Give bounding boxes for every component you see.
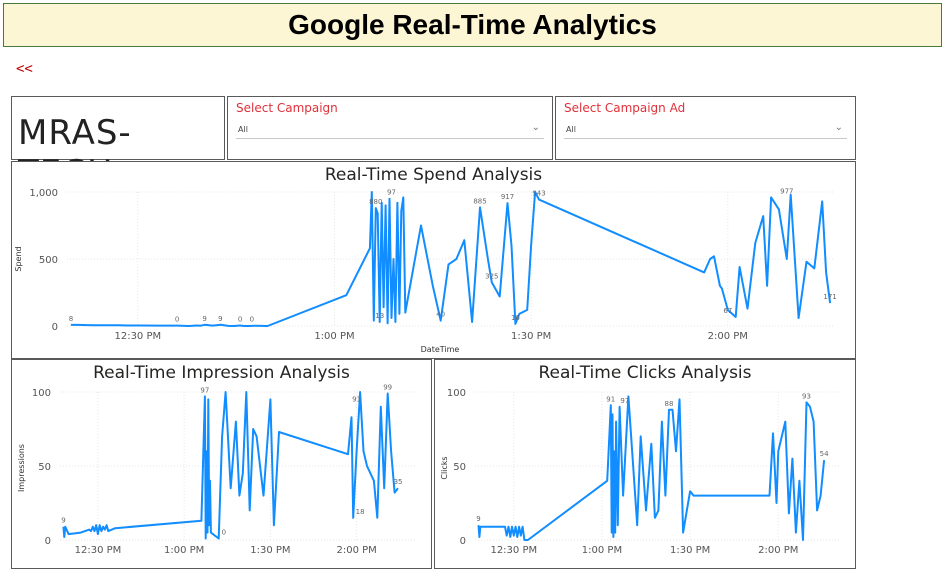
- data-label: 91: [352, 395, 361, 403]
- data-label: 9: [202, 315, 206, 323]
- data-label: 880: [369, 198, 382, 206]
- y-tick-label: 50: [453, 462, 466, 473]
- data-label: 40: [436, 311, 445, 319]
- campaign-ad-dropdown-value: All: [566, 125, 576, 134]
- chart-title: Real-Time Impression Analysis: [93, 363, 350, 383]
- data-label: 18: [356, 508, 365, 516]
- y-tick-label: 0: [45, 536, 51, 547]
- data-label: 67: [723, 307, 732, 315]
- data-label: 0: [175, 316, 179, 324]
- spend-chart-tile: Real-Time Spend Analysis 0 500 1,000 12:30 …: [11, 161, 856, 359]
- x-tick-label: 1:00 PM: [164, 545, 204, 556]
- x-tick-label: 1:30 PM: [511, 331, 551, 342]
- impressions-line-chart: 0 50 100 12:30 PM 1:00 PM 1:30 PM 2:00 PM Impre…: [17, 383, 417, 556]
- data-label: 9: [61, 517, 65, 525]
- data-label: 885: [473, 197, 486, 205]
- data-label: 99: [383, 383, 392, 391]
- data-label: 97: [200, 386, 209, 394]
- y-axis-title: Impressions: [17, 444, 26, 492]
- campaign-ad-dropdown[interactable]: All ⌄: [564, 121, 847, 139]
- x-tick-label: 12:30 PM: [75, 545, 122, 556]
- x-tick-label: 1:30 PM: [250, 545, 290, 556]
- data-label: 97: [387, 189, 396, 197]
- series-line: [70, 191, 832, 327]
- x-tick-label: 12:30 PM: [114, 331, 161, 342]
- chart-title: Real-Time Clicks Analysis: [538, 363, 752, 383]
- brand-tile: MRAS-TECH: [11, 96, 225, 193]
- x-tick-label: 1:00 PM: [314, 331, 354, 342]
- data-label: 171: [823, 293, 836, 301]
- y-tick-label: 100: [32, 388, 51, 399]
- y-tick-label: 50: [38, 462, 51, 473]
- data-label: 35: [394, 478, 403, 486]
- campaign-ad-slicer: Select Campaign Ad All ⌄: [555, 96, 856, 160]
- data-label: 16: [511, 314, 520, 322]
- impression-chart-tile: Real-Time Impression Analysis 0 50 100 12:3…: [11, 359, 432, 569]
- spend-line-chart: 0 500 1,000 12:30 PM 1:00 PM 1:30 PM 2:00 PM Sp…: [14, 187, 837, 354]
- data-label: 917: [501, 193, 514, 201]
- x-tick-label: 2:00 PM: [336, 545, 376, 556]
- report-canvas: MRAS-TECH Select Campaign All ⌄ Select C…: [11, 96, 856, 569]
- y-axis-title: Spend: [14, 246, 23, 271]
- data-label: 91: [606, 395, 615, 403]
- x-tick-label: 1:30 PM: [670, 545, 710, 556]
- y-axis-title: Clicks: [440, 456, 449, 479]
- x-tick-label: 2:00 PM: [758, 545, 798, 556]
- data-label: 8: [69, 315, 73, 323]
- data-label: 943: [532, 190, 545, 198]
- data-label: 54: [820, 450, 829, 458]
- x-tick-label: 1:00 PM: [582, 545, 622, 556]
- page-title: Google Real-Time Analytics: [3, 3, 942, 47]
- campaign-dropdown-value: All: [238, 125, 248, 134]
- clicks-chart-tile: Real-Time Clicks Analysis 0 50 100 12:30 PM…: [434, 359, 856, 569]
- chart-title: Real-Time Spend Analysis: [324, 165, 543, 185]
- chevron-down-icon: ⌄: [834, 122, 843, 133]
- data-label: 0: [238, 315, 242, 323]
- x-tick-label: 12:30 PM: [490, 545, 537, 556]
- series-line: [477, 395, 826, 541]
- data-label: 9: [476, 515, 480, 523]
- campaign-ad-slicer-label: Select Campaign Ad: [564, 101, 686, 115]
- data-label: 9: [218, 315, 222, 323]
- y-tick-label: 500: [39, 255, 58, 266]
- data-label: 13: [375, 312, 384, 320]
- data-label: 88: [665, 400, 674, 408]
- clicks-line-chart: 0 50 100 12:30 PM 1:00 PM 1:30 PM 2:00 PM Click…: [440, 388, 840, 556]
- data-label: 0: [222, 529, 226, 537]
- back-link[interactable]: <<: [16, 61, 33, 77]
- series-line: [62, 391, 399, 540]
- y-tick-label: 100: [447, 388, 466, 399]
- data-label: 97: [620, 397, 629, 405]
- y-tick-label: 0: [460, 536, 466, 547]
- campaign-slicer: Select Campaign All ⌄: [227, 96, 553, 160]
- data-label: 93: [802, 392, 811, 400]
- campaign-slicer-label: Select Campaign: [236, 101, 338, 115]
- data-label: 977: [780, 187, 793, 195]
- y-tick-label: 1,000: [29, 188, 58, 199]
- y-tick-label: 0: [52, 322, 58, 333]
- chevron-down-icon: ⌄: [531, 122, 540, 133]
- campaign-dropdown[interactable]: All ⌄: [236, 121, 544, 139]
- data-label: 0: [250, 316, 254, 324]
- x-tick-label: 2:00 PM: [708, 331, 748, 342]
- x-axis-title: DateTime: [421, 345, 460, 354]
- data-label: 325: [485, 272, 498, 280]
